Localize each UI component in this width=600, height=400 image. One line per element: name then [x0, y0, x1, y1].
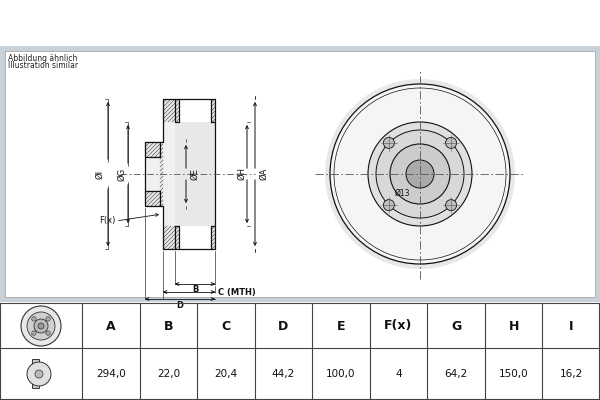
Text: B: B	[164, 320, 173, 332]
Bar	[211, 99, 215, 122]
Bar	[145, 191, 160, 206]
Text: ØA: ØA	[259, 168, 268, 180]
Circle shape	[38, 323, 44, 329]
Text: 100,0: 100,0	[326, 369, 356, 379]
Bar	[211, 226, 215, 249]
Text: ØH: ØH	[238, 168, 247, 180]
Circle shape	[32, 317, 36, 321]
Text: ØI: ØI	[95, 170, 104, 178]
Circle shape	[325, 79, 515, 269]
Circle shape	[383, 137, 394, 148]
Text: C (MTH): C (MTH)	[218, 288, 256, 298]
Text: H: H	[508, 320, 519, 332]
Bar	[175, 226, 179, 249]
Circle shape	[35, 370, 43, 378]
Circle shape	[406, 160, 434, 188]
Bar	[145, 142, 160, 157]
Bar	[179, 99, 211, 122]
Circle shape	[27, 312, 55, 340]
Text: ØG: ØG	[118, 168, 127, 180]
Text: Ate: Ate	[388, 168, 472, 210]
Bar	[179, 226, 211, 249]
Circle shape	[376, 130, 464, 218]
Text: E: E	[337, 320, 345, 332]
Bar	[163, 226, 175, 249]
Circle shape	[368, 122, 472, 226]
Text: Ø13: Ø13	[395, 189, 410, 198]
Circle shape	[21, 306, 61, 346]
Bar	[175, 226, 179, 249]
Text: 294,0: 294,0	[96, 369, 125, 379]
Text: Illustration similar: Illustration similar	[8, 61, 78, 70]
Circle shape	[383, 200, 394, 211]
Circle shape	[46, 331, 50, 335]
Text: C: C	[221, 320, 230, 332]
Text: 4: 4	[395, 369, 402, 379]
Circle shape	[330, 84, 510, 264]
Bar	[175, 122, 215, 226]
Circle shape	[34, 319, 48, 333]
Circle shape	[46, 317, 50, 321]
Text: F(x): F(x)	[385, 320, 413, 332]
Text: D: D	[176, 302, 184, 310]
Text: 64,2: 64,2	[445, 369, 468, 379]
Text: 22,0: 22,0	[157, 369, 180, 379]
Text: 16,2: 16,2	[560, 369, 583, 379]
Bar	[163, 99, 175, 122]
Bar	[145, 142, 163, 206]
Circle shape	[390, 144, 450, 204]
Text: A: A	[106, 320, 116, 332]
Text: I: I	[569, 320, 574, 332]
Bar	[175, 99, 179, 122]
Bar	[160, 142, 163, 206]
FancyBboxPatch shape	[32, 360, 40, 388]
Text: ØE: ØE	[190, 168, 199, 180]
Text: 24.0122-0247.1: 24.0122-0247.1	[128, 14, 312, 34]
Circle shape	[446, 137, 457, 148]
Text: F(x): F(x)	[98, 216, 115, 226]
Text: 150,0: 150,0	[499, 369, 529, 379]
Text: B: B	[192, 286, 198, 294]
Text: 44,2: 44,2	[272, 369, 295, 379]
Bar	[163, 99, 175, 249]
Text: 422247: 422247	[386, 14, 473, 34]
Text: 20,4: 20,4	[214, 369, 238, 379]
Text: G: G	[451, 320, 461, 332]
Bar	[175, 99, 179, 122]
Text: D: D	[278, 320, 289, 332]
Bar	[211, 226, 215, 249]
Circle shape	[32, 331, 36, 335]
Circle shape	[446, 200, 457, 211]
Text: Abbildung ähnlich: Abbildung ähnlich	[8, 54, 77, 63]
Bar	[211, 99, 215, 122]
Circle shape	[27, 362, 51, 386]
